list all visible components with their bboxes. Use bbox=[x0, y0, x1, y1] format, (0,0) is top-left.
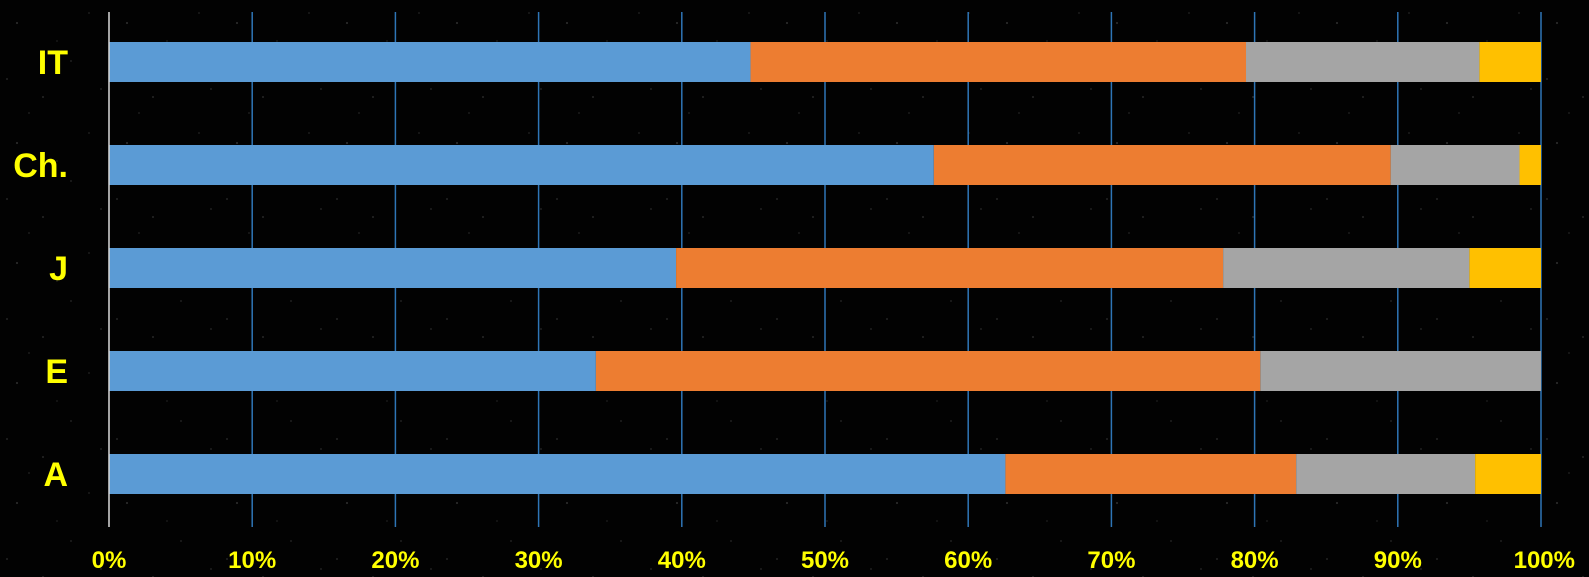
bar-segment-ch-series-3 bbox=[1390, 145, 1520, 185]
x-tick-label-30pct: 30% bbox=[515, 547, 563, 574]
bar-segment-j-series-4 bbox=[1469, 248, 1541, 288]
bars bbox=[109, 42, 1541, 494]
bar-segment-ch-series-4 bbox=[1519, 145, 1541, 185]
bar-segment-a-series-4 bbox=[1475, 454, 1541, 494]
bar-segment-ch-series-1 bbox=[109, 145, 934, 185]
category-label-j: J bbox=[49, 250, 68, 288]
bar-segment-e-series-2 bbox=[595, 351, 1261, 391]
x-tick-label-40pct: 40% bbox=[658, 547, 706, 574]
x-tick-label-10pct: 10% bbox=[228, 547, 276, 574]
x-tick-label-0pct: 0% bbox=[92, 547, 127, 574]
bar-segment-a-series-1 bbox=[109, 454, 1006, 494]
x-tick-label-50pct: 50% bbox=[801, 547, 849, 574]
category-label-ch: Ch. bbox=[13, 147, 68, 185]
bar-segment-j-series-2 bbox=[676, 248, 1224, 288]
category-label-a: A bbox=[43, 456, 68, 494]
x-tick-label-100pct: 100% bbox=[1514, 547, 1575, 574]
x-tick-label-90pct: 90% bbox=[1374, 547, 1422, 574]
bar-segment-a-series-2 bbox=[1005, 454, 1297, 494]
bar-segment-it-series-2 bbox=[750, 42, 1247, 82]
bar-segment-e-series-3 bbox=[1260, 351, 1541, 391]
bar-segment-a-series-3 bbox=[1296, 454, 1476, 494]
bar-segment-j-series-3 bbox=[1223, 248, 1470, 288]
x-tick-label-80pct: 80% bbox=[1231, 547, 1279, 574]
x-tick-label-60pct: 60% bbox=[944, 547, 992, 574]
bar-segment-it-series-1 bbox=[109, 42, 751, 82]
x-tick-label-70pct: 70% bbox=[1087, 547, 1135, 574]
category-labels: IT Ch. J E A bbox=[13, 44, 68, 494]
x-tick-labels: 0% 10% 20% 30% 40% 50% 60% 70% 80% 90% 100% bbox=[92, 547, 1575, 574]
x-tick-label-20pct: 20% bbox=[371, 547, 419, 574]
category-label-e: E bbox=[45, 353, 68, 391]
bar-segment-j-series-1 bbox=[109, 248, 677, 288]
category-label-it: IT bbox=[38, 44, 68, 82]
bar-segment-e-series-1 bbox=[109, 351, 596, 391]
bar-segment-it-series-3 bbox=[1246, 42, 1480, 82]
bar-segment-ch-series-2 bbox=[933, 145, 1391, 185]
bar-segment-it-series-4 bbox=[1479, 42, 1541, 82]
